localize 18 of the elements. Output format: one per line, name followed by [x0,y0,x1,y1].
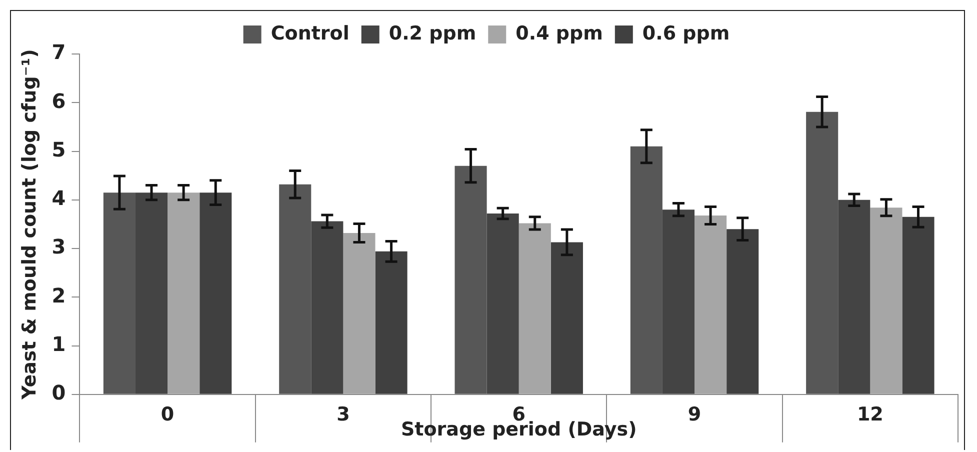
legend-label: 0.2 ppm [388,22,476,44]
y-tick-label: 5 [52,137,66,162]
x-tick-label: 9 [688,404,702,426]
legend-label: 0.4 ppm [516,22,603,44]
y-tick-label: 2 [52,283,66,308]
x-tick-label: 3 [336,404,350,426]
x-tick-label: 0 [160,404,174,426]
y-tick-label: 4 [52,186,66,210]
y-tick-label: 3 [52,234,66,259]
y-tick-label: 6 [52,88,66,113]
y-axis-title: Yeast & mould count (log cfug⁻¹) [18,49,40,400]
legend-label: Control [270,22,350,44]
x-tick-label: 12 [856,404,884,426]
x-tick-label: 6 [512,404,526,426]
legend-label: 0.6 ppm [642,22,730,44]
y-tick-label: 1 [52,332,66,356]
y-tick-label: 7 [52,40,66,64]
y-tick-label: 0 [52,380,66,405]
